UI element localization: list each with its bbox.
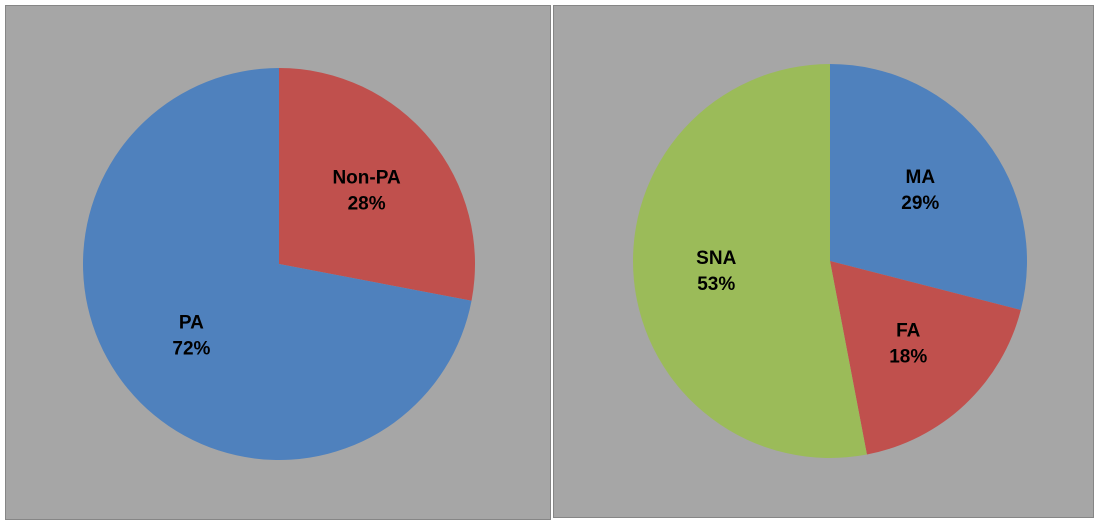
slice-value-label: 72% xyxy=(172,338,210,359)
slice-label: FA xyxy=(896,320,921,341)
slice-value-label: 28% xyxy=(348,194,386,215)
slice-value-label: 18% xyxy=(889,346,927,367)
pie-slice xyxy=(633,64,867,458)
slice-label: SNA xyxy=(696,248,736,269)
slice-label: Non-PA xyxy=(332,168,401,189)
slice-value-label: 53% xyxy=(697,274,735,295)
slice-value-label: 29% xyxy=(901,193,939,214)
pie-slice xyxy=(830,64,1027,310)
pie-slice xyxy=(279,68,475,301)
slice-label: PA xyxy=(179,312,204,333)
pie-slice xyxy=(830,261,1021,455)
slice-label: MA xyxy=(906,167,936,188)
pie-slice xyxy=(82,68,472,460)
